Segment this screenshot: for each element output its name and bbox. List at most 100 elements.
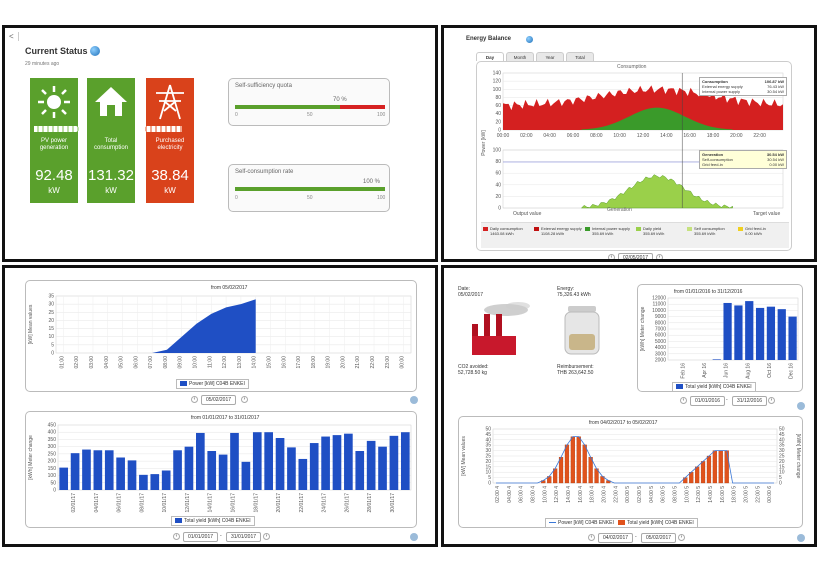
x-tick-label: 26/01/17 (344, 493, 350, 513)
settings-icon[interactable] (410, 533, 418, 541)
eco-energy: 75,326.43 kWh (557, 292, 591, 298)
y-tick-label: 0 (53, 488, 56, 494)
y-tick-label-right: 50 (779, 427, 785, 433)
x-tick-label: 22:00 (753, 133, 766, 139)
date-field[interactable]: 05/02/2017 (201, 395, 237, 405)
pv-generation-tile[interactable]: PV power generation 92.48 kW (30, 78, 82, 203)
tooltip-title: Consumption 106.87 kW (702, 79, 784, 84)
bar (718, 450, 723, 484)
x-tick-label: 04:00 (543, 133, 556, 139)
prev-month-button[interactable]: ‹ (173, 533, 180, 540)
bar (252, 432, 262, 490)
x-tick-label: 22:00 4 (613, 486, 619, 503)
next-year-button[interactable]: › (768, 397, 775, 404)
x-tick-label: 04:00 4 (507, 486, 513, 503)
prev-year-button[interactable]: ‹ (680, 397, 687, 404)
bar (344, 433, 353, 490)
legend-item[interactable]: Self consumption 355.69 kWh (687, 226, 737, 236)
bar (309, 443, 319, 490)
y-tick-label-right: 5 (779, 475, 782, 481)
yield-year-box: from 01/01/2016 to 31/12/2016 12000 11000… (637, 284, 803, 392)
internal-supply-area (581, 107, 733, 130)
info-icon[interactable] (526, 36, 533, 43)
x-tick-label: 06:00 (133, 356, 139, 369)
y-tick-label: 10 (485, 470, 491, 476)
tab-day[interactable]: Day (476, 52, 504, 61)
date-from-field[interactable]: 01/01/2016 (690, 396, 726, 406)
next-day-button[interactable]: › (656, 254, 663, 259)
x-tick-label: 12/01/17 (185, 493, 191, 513)
self-consumption-percent: 100 % (363, 179, 381, 185)
x-tick-label: 06/01/17 (117, 493, 123, 513)
date-to-field[interactable]: 31/12/2016 (732, 396, 768, 406)
legend-item[interactable]: Internal power supply 355.69 kWh (585, 226, 635, 236)
x-tick-label: 08:00 (163, 356, 169, 369)
consumption-tile[interactable]: Total consumption 131.32 kW (87, 78, 135, 203)
bar (173, 450, 182, 490)
self-sufficiency-bar (235, 105, 385, 109)
tab-month[interactable]: Month (506, 52, 534, 61)
y-tick-label-right: 40 (779, 437, 785, 443)
tooltip-row: Self-consumption 30.54 kW (702, 157, 784, 162)
legend-item[interactable]: Grid feed-in 0.00 kWh (738, 226, 788, 236)
prev-day-button[interactable]: ‹ (608, 254, 615, 259)
tab-total[interactable]: Total (566, 52, 594, 61)
y-tick-label: 300 (48, 444, 57, 450)
legend-item[interactable]: Daily consumption 1463.08 kWh (483, 226, 533, 236)
y-tick-label: 150 (48, 466, 57, 472)
y-tick-label: 11000 (652, 302, 666, 308)
x-tick-label: 04:00 (104, 356, 110, 369)
y-tick-label: 100 (48, 473, 57, 479)
date-to-field[interactable]: 05/02/2017 (641, 533, 677, 543)
legend-item[interactable]: Daily yield 355.69 kWh (636, 226, 686, 236)
energy-balance-panel: Energy Balance Day Month Year Total Consump… (441, 25, 817, 262)
y-tick-label: 100 (493, 148, 502, 154)
legend-item[interactable]: External energy supply 1108.28 kWh (534, 226, 584, 236)
flow-arrow (142, 126, 182, 132)
x-tick-label: 22:00 5 (755, 486, 761, 503)
date-from-field[interactable]: 01/01/2017 (183, 532, 219, 542)
x-tick-label: 03:00 (89, 356, 95, 369)
date-from-field[interactable]: 04/02/2017 (598, 533, 634, 543)
x-tick-label: 14:00 5 (708, 486, 714, 503)
y-tick-label: 25 (48, 310, 54, 316)
eco-date: 05/02/2017 (458, 292, 484, 298)
bar (582, 444, 587, 484)
bar (161, 470, 171, 490)
x-tick-label: 00:00 6 (767, 486, 773, 503)
bar (366, 440, 376, 490)
settings-icon[interactable] (797, 402, 805, 410)
output-value-label: Output value (513, 211, 542, 217)
next-month-button[interactable]: › (263, 533, 270, 540)
y-tick-label: 5 (51, 342, 54, 348)
date-field[interactable]: 02/05/2017 (618, 253, 654, 259)
next-day-button[interactable]: › (241, 396, 248, 403)
prev-range-button[interactable]: ‹ (588, 534, 595, 541)
bar (378, 446, 387, 490)
y-axis-label: [kW] Mean values (28, 304, 34, 344)
back-button[interactable]: < (9, 32, 19, 41)
flow-arrow (34, 126, 82, 132)
current-status-panel: < Current Status 29 minutes ago PV power… (2, 25, 438, 262)
x-tick-label: 00:00 (400, 356, 406, 369)
x-tick-label: 20:00 (730, 133, 743, 139)
bar (564, 444, 570, 484)
settings-icon[interactable] (797, 534, 805, 542)
x-tick-label: 16/01/17 (231, 493, 237, 513)
bar (298, 458, 308, 490)
tooltip-title: Generation 30.54 kW (702, 152, 784, 157)
tab-year[interactable]: Year (536, 52, 564, 61)
info-icon[interactable] (90, 46, 100, 56)
x-tick-label: 06:00 4 (519, 486, 525, 503)
x-tick-label: 16:00 5 (720, 486, 726, 503)
prev-day-button[interactable]: ‹ (191, 396, 198, 403)
power-yield-panel: from 05/02/2017 35 30 25 20 15 10 5 0 [kW] Mean … (2, 265, 438, 547)
x-tick-label: 28/01/17 (367, 493, 373, 513)
y-tick-label: 40 (495, 111, 501, 117)
settings-icon[interactable] (410, 396, 418, 404)
purchased-tile[interactable]: Purchased electricity 38.84 kW (142, 78, 194, 203)
eco-reimbursement: THB 263,642.50 (557, 370, 594, 376)
next-range-button[interactable]: › (678, 534, 685, 541)
bar (82, 449, 91, 490)
date-to-field[interactable]: 31/01/2017 (226, 532, 262, 542)
